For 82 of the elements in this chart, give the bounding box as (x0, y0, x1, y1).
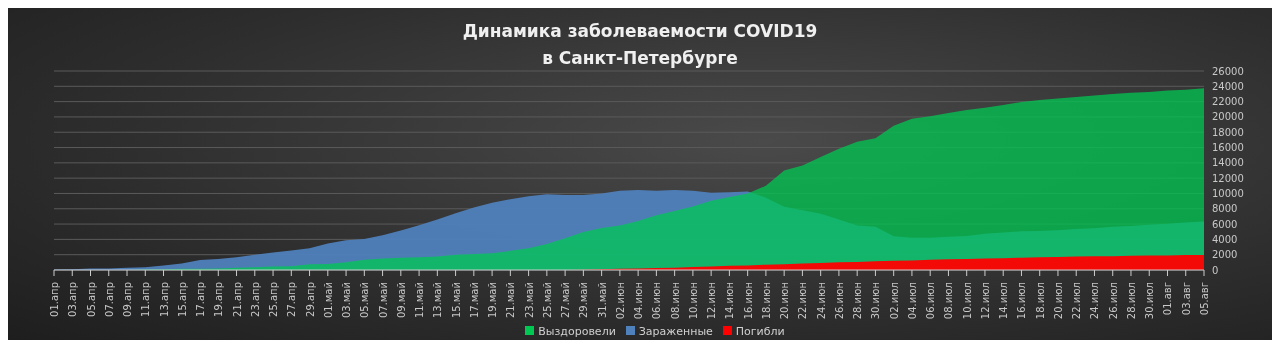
x-tick-label: 08.июн (669, 282, 681, 320)
x-tick-label: 21.май (505, 282, 517, 319)
x-tick-label: 17.апр (195, 282, 207, 317)
x-tick-label: 12.июл (979, 282, 991, 320)
y-tick-label: 24000 (1212, 80, 1244, 92)
x-tick-label: 05.авг (1199, 282, 1210, 316)
x-tick-label: 22.июн (797, 282, 809, 320)
x-tick-label: 05.май (359, 282, 371, 319)
x-tick-label: 11.май (414, 282, 426, 319)
x-tick-label: 10.июл (961, 282, 973, 320)
x-tick-label: 05.апр (85, 282, 97, 317)
x-tick-label: 14.июн (724, 282, 736, 320)
x-tick-label: 16.июл (1016, 282, 1028, 320)
x-tick-label: 14.июл (998, 282, 1010, 320)
x-tick-label: 08.июл (943, 282, 955, 320)
x-tick-label: 13.май (432, 282, 444, 319)
x-tick-label: 26.июл (1107, 282, 1119, 320)
x-tick-label: 09.май (395, 282, 407, 319)
x-tick-label: 31.май (596, 282, 608, 319)
x-tick-label: 28.июл (1125, 282, 1137, 320)
x-tick-label: 01.авг (1162, 282, 1174, 316)
x-tick-label: 25.май (541, 282, 553, 319)
y-tick-label: 22000 (1212, 96, 1244, 108)
x-tick-label: 20.июн (779, 282, 791, 320)
x-tick-label: 06.июн (651, 282, 663, 320)
x-tick-label: 24.июн (815, 282, 827, 320)
x-tick-label: 04.июл (906, 282, 918, 320)
y-tick-label: 18000 (1212, 126, 1244, 138)
x-tick-label: 19.апр (213, 282, 225, 317)
x-tick-label: 29.апр (304, 282, 316, 317)
x-tick-label: 02.июн (614, 282, 626, 320)
x-tick-label: 22.июл (1071, 282, 1083, 320)
x-tick-label: 01.апр (49, 282, 60, 317)
x-tick-label: 27.апр (286, 282, 298, 317)
x-tick-label: 27.май (560, 282, 572, 319)
x-tick-label: 13.апр (158, 282, 170, 317)
x-tick-label: 07.май (377, 282, 389, 319)
x-tick-label: 11.апр (140, 282, 152, 317)
x-tick-label: 17.май (468, 282, 480, 319)
x-tick-label: 03.апр (67, 282, 79, 317)
chart-title: Динамика заболеваемости COVID19 в Санкт-Петербурге (461, 20, 819, 68)
x-tick-label: 20.июл (1052, 282, 1064, 320)
y-tick-label: 14000 (1212, 157, 1244, 169)
x-tick-label: 18.июн (760, 282, 772, 320)
x-tick-label: 07.апр (103, 282, 115, 317)
legend-label: Погибли (735, 325, 785, 338)
x-tick-label: 25.апр (268, 282, 280, 317)
x-tick-label: 24.июл (1089, 282, 1101, 320)
x-tick-label: 03.авг (1180, 282, 1192, 316)
x-tick-label: 10.июн (687, 282, 699, 320)
x-tick-label: 23.май (523, 282, 535, 319)
y-tick-label: 26000 (1212, 65, 1244, 77)
x-tick-label: 02.июл (888, 282, 900, 320)
x-tick-label: 15.апр (176, 282, 188, 317)
x-tick-label: 19.май (487, 282, 499, 319)
x-tick-label: 09.апр (122, 282, 134, 317)
x-tick-label: 03.май (341, 282, 353, 319)
y-tick-label: 12000 (1212, 172, 1244, 184)
legend-label: Выздоровели (538, 325, 616, 338)
x-tick-label: 18.июл (1034, 282, 1046, 320)
x-tick-label: 16.июн (742, 282, 754, 320)
x-tick-label: 21.апр (231, 282, 243, 317)
x-tick-label: 15.май (450, 282, 462, 319)
x-tick-label: 06.июл (925, 282, 937, 320)
x-tick-label: 12.июн (706, 282, 718, 320)
y-tick-label: 4000 (1212, 233, 1238, 245)
x-tick-label: 04.июн (633, 282, 645, 320)
x-tick-label: 29.май (578, 282, 590, 319)
x-tick-label: 30.июл (1144, 282, 1156, 320)
x-tick-label: 01.май (322, 282, 334, 319)
y-tick-label: 8000 (1212, 203, 1238, 215)
x-tick-label: 26.июн (833, 282, 845, 320)
x-tick-label: 30.июн (870, 282, 882, 320)
y-tick-label: 10000 (1212, 188, 1244, 200)
y-tick-label: 0 (1212, 264, 1219, 276)
legend-label: Зараженные (638, 325, 713, 338)
y-tick-label: 2000 (1212, 249, 1238, 261)
y-tick-label: 6000 (1212, 218, 1238, 230)
x-tick-label: 28.июн (852, 282, 864, 320)
x-tick-label: 23.апр (249, 282, 261, 317)
y-tick-label: 20000 (1212, 111, 1244, 123)
y-tick-label: 16000 (1212, 142, 1244, 154)
